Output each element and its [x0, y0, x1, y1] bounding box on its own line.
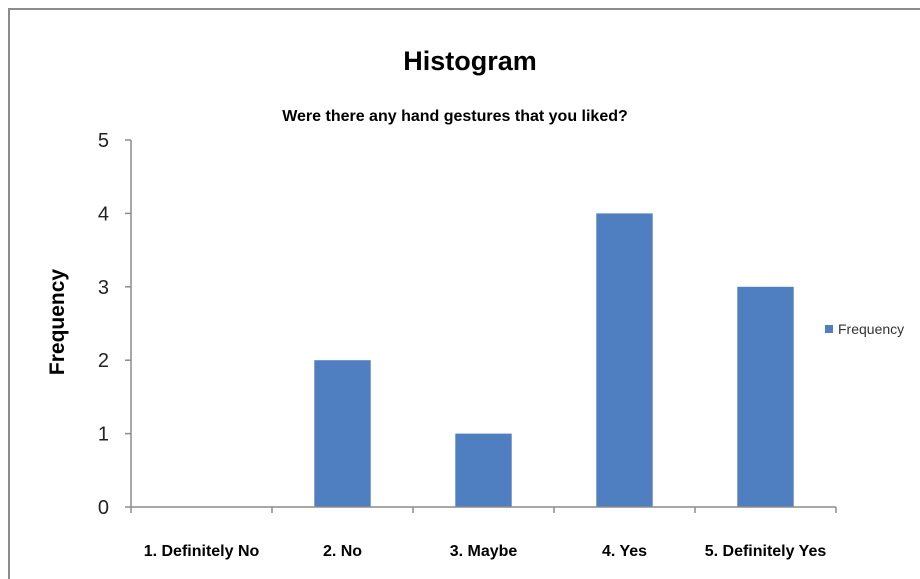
y-tick-label: 4 [98, 203, 109, 225]
x-tick-label: 3. Maybe [450, 543, 518, 560]
bar-5 [737, 286, 794, 507]
bar-series [314, 213, 794, 507]
bar-3 [455, 433, 512, 507]
y-axis-label: Frequency [46, 269, 69, 376]
y-tick-label: 2 [98, 350, 109, 372]
x-tick-label: 5. Definitely Yes [705, 543, 827, 560]
y-axis-ticks: 0 1 2 3 4 5 [98, 130, 131, 519]
y-tick-label: 3 [98, 277, 109, 299]
x-tick-label: 1. Definitely No [144, 543, 260, 560]
y-tick-label: 0 [98, 497, 109, 519]
chart-title: Histogram [403, 46, 537, 76]
bar-2 [314, 360, 371, 507]
bar-4 [596, 213, 653, 507]
chart-subtitle: Were there any hand gestures that you li… [282, 108, 628, 125]
x-tick-label: 4. Yes [602, 543, 647, 560]
legend-label: Frequency [838, 321, 904, 337]
x-tick-label: 2. No [323, 543, 362, 560]
legend-swatch [825, 325, 833, 333]
legend: Frequency [825, 321, 904, 337]
x-axis-ticks: 1. Definitely No 2. No 3. Maybe 4. Yes 5. De… [130, 507, 837, 560]
y-tick-label: 1 [98, 424, 109, 446]
y-tick-label: 5 [98, 130, 109, 152]
